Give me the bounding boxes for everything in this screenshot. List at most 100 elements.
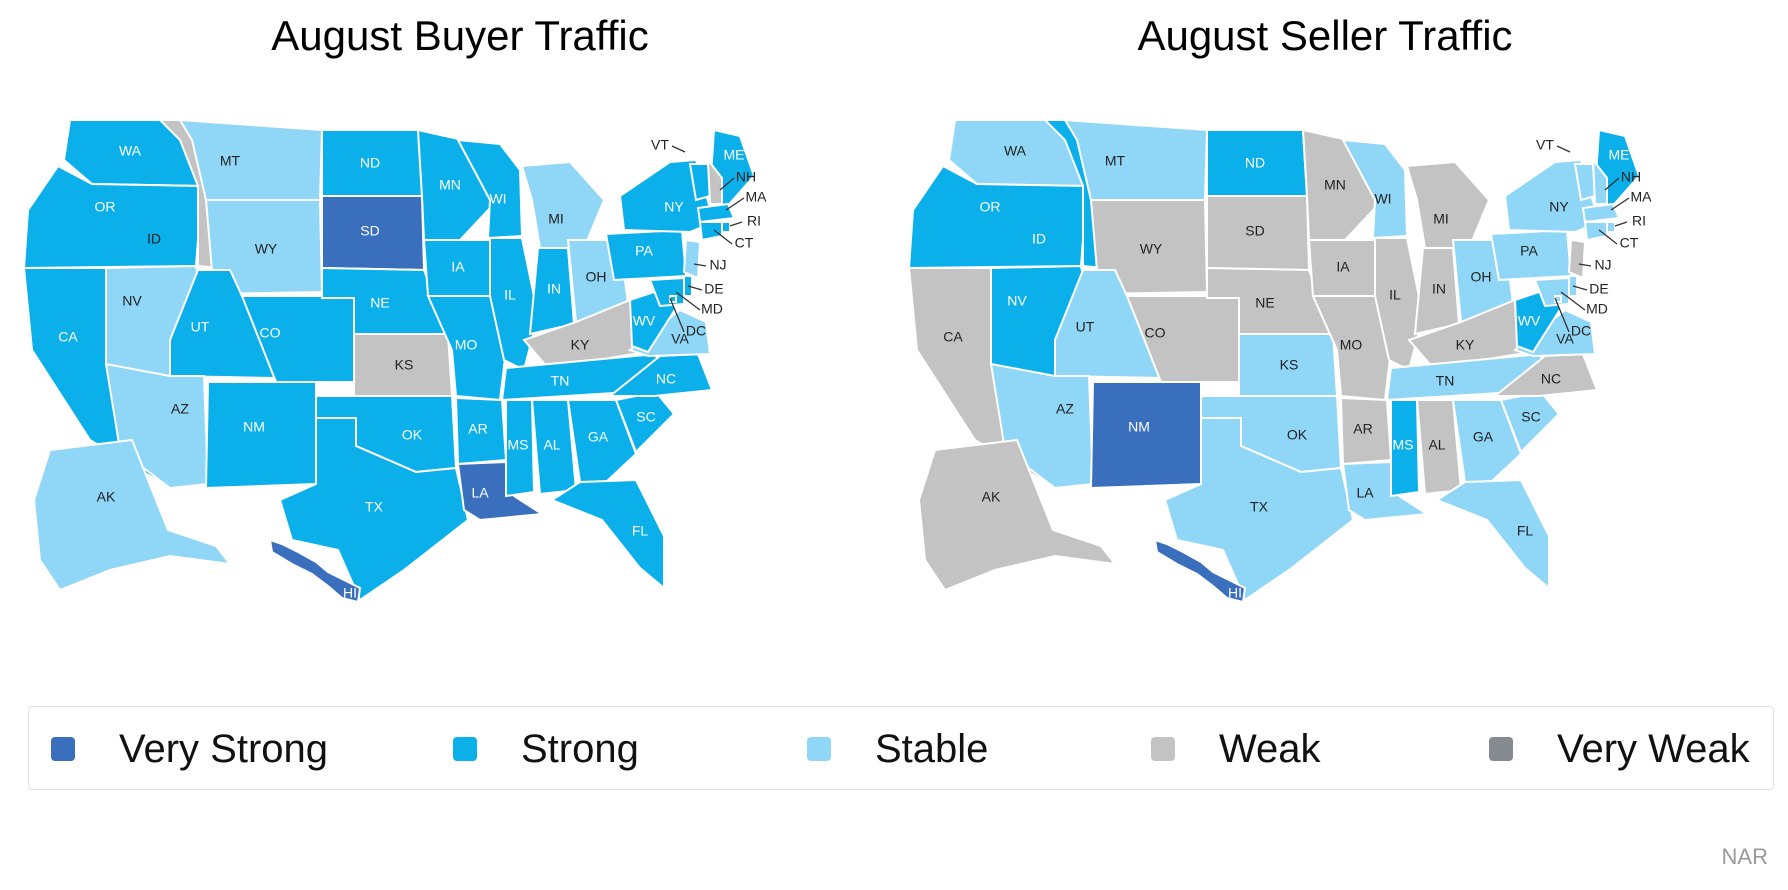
seller-map-state-ak xyxy=(917,438,1118,592)
buyer-map-callout-line-nh xyxy=(719,177,735,191)
buyer-map-label-ne: NE xyxy=(370,295,389,311)
seller-map-callout-line-ri xyxy=(1614,221,1628,227)
buyer-map-label-de: DE xyxy=(704,281,723,297)
buyer-map-label-ms: MS xyxy=(508,437,529,453)
seller-map-label-mi: MI xyxy=(1433,211,1449,227)
buyer-map-callout-line-ct xyxy=(713,229,733,245)
buyer-map-title: August Buyer Traffic xyxy=(271,12,649,59)
buyer-map-state-ms xyxy=(505,399,536,498)
legend-swatch-very-weak xyxy=(1489,737,1513,761)
buyer-map-label-mi: MI xyxy=(548,211,564,227)
legend: Very Strong Strong Stable Weak Very Weak xyxy=(28,706,1774,790)
seller-map-label-ks: KS xyxy=(1280,357,1299,373)
seller-map-label-ut: UT xyxy=(1076,319,1095,335)
buyer-map-label-nc: NC xyxy=(656,371,676,387)
seller-map-state-wi xyxy=(1341,138,1409,240)
seller-map-state-nc xyxy=(1492,352,1599,397)
buyer-map-label-ky: KY xyxy=(571,337,590,353)
buyer-map-label-fl: FL xyxy=(632,523,649,539)
seller-map-title: August Seller Traffic xyxy=(1137,12,1513,59)
seller-map-label-ak: AK xyxy=(982,489,1001,505)
seller-map-label-oh: OH xyxy=(1471,269,1492,285)
seller-map-label-nc: NC xyxy=(1541,371,1561,387)
buyer-map-label-tx: TX xyxy=(365,499,384,515)
buyer-map-label-ca: CA xyxy=(58,329,78,345)
seller-map-label-ny: NY xyxy=(1549,199,1569,215)
buyer-map-state-ma xyxy=(696,202,736,224)
seller-map-state-ct xyxy=(1583,221,1608,242)
seller-map-label-in: IN xyxy=(1432,281,1446,297)
buyer-map-state-nc xyxy=(607,352,714,397)
seller-map-label-ct: CT xyxy=(1620,235,1639,251)
buyer-map-state-ak xyxy=(32,438,233,592)
legend-item-very-strong: Very Strong xyxy=(51,707,328,791)
buyer-map-label-tn: TN xyxy=(551,373,570,389)
seller-map-label-ok: OK xyxy=(1287,427,1308,443)
seller-map-label-ia: IA xyxy=(1336,259,1350,275)
buyer-map-label-nj: NJ xyxy=(709,257,726,273)
buyer-map-label-sd: SD xyxy=(360,223,379,239)
seller-map-label-nd: ND xyxy=(1245,155,1265,171)
seller-map-label-sc: SC xyxy=(1521,409,1540,425)
seller-map-label-ca: CA xyxy=(943,329,963,345)
buyer-map-label-oh: OH xyxy=(586,269,607,285)
buyer-map-state-tx xyxy=(278,417,470,602)
seller-map-label-me: ME xyxy=(1609,147,1630,163)
buyer-map-label-ny: NY xyxy=(664,199,684,215)
legend-swatch-weak xyxy=(1151,737,1175,761)
legend-swatch-stable xyxy=(807,737,831,761)
buyer-map-state-ct xyxy=(698,221,723,242)
seller-map-label-sd: SD xyxy=(1245,223,1264,239)
seller-map-label-de: DE xyxy=(1589,281,1608,297)
seller-map-label-or: OR xyxy=(980,199,1001,215)
buyer-map-callout-line-ma xyxy=(725,197,745,211)
legend-item-very-weak: Very Weak xyxy=(1489,707,1750,791)
buyer-map-label-ct: CT xyxy=(735,235,754,251)
seller-map-label-al: AL xyxy=(1428,437,1445,453)
seller-map-callout-line-nh xyxy=(1604,177,1620,191)
legend-label-stable: Stable xyxy=(875,726,989,771)
seller-map-label-ar: AR xyxy=(1353,421,1372,437)
buyer-map-label-dc: DC xyxy=(686,323,706,339)
seller-map-label-pa: PA xyxy=(1520,243,1538,259)
buyer-traffic-map: WA OR CA ID NV MT WY UT AZ CO NM ND SD NE KS OK TX MN IA MO… xyxy=(22,118,768,604)
buyer-map-state-fl xyxy=(549,478,665,591)
legend-label-weak: Weak xyxy=(1219,726,1321,771)
legend-swatch-very-strong xyxy=(51,737,75,761)
seller-map-callout-line-de xyxy=(1572,285,1588,291)
buyer-map-label-in: IN xyxy=(547,281,561,297)
seller-map-state-ms xyxy=(1390,399,1421,498)
buyer-map-label-nh: NH xyxy=(736,169,756,185)
buyer-map-label-or: OR xyxy=(95,199,116,215)
seller-traffic-map: WA OR CA ID NV MT WY UT AZ CO NM ND SD NE KS OK TX MN IA MO… xyxy=(907,118,1652,604)
seller-map-callout-line-ma xyxy=(1610,197,1630,211)
buyer-map-callout-line-ri xyxy=(729,221,743,227)
seller-map-label-nm: NM xyxy=(1128,419,1150,435)
buyer-map-label-il: IL xyxy=(504,287,516,303)
buyer-map-label-wv: WV xyxy=(633,313,656,329)
buyer-map-label-nm: NM xyxy=(243,419,265,435)
seller-map-state-hi xyxy=(1153,538,1247,604)
seller-map-state-fl xyxy=(1434,478,1550,591)
buyer-map-label-sc: SC xyxy=(636,409,655,425)
seller-map-label-id: ID xyxy=(1032,231,1046,247)
seller-map-label-wv: WV xyxy=(1518,313,1541,329)
legend-item-stable: Stable xyxy=(807,707,988,791)
buyer-map-callout-line-md xyxy=(675,291,701,311)
seller-map-label-az: AZ xyxy=(1056,401,1074,417)
buyer-map-label-ma: MA xyxy=(746,189,768,205)
seller-map-label-mn: MN xyxy=(1324,177,1346,193)
buyer-map-state-ri xyxy=(721,221,731,233)
seller-map-callout-line-nj xyxy=(1578,263,1592,267)
buyer-map-label-wa: WA xyxy=(119,143,142,159)
buyer-map-label-id: ID xyxy=(147,231,161,247)
buyer-map-state-ga xyxy=(566,399,638,483)
seller-map-label-ne: NE xyxy=(1255,295,1274,311)
seller-map-label-mo: MO xyxy=(1340,337,1363,353)
seller-map-label-fl: FL xyxy=(1517,523,1534,539)
seller-map-label-va: VA xyxy=(1556,331,1574,347)
seller-map-label-co: CO xyxy=(1145,325,1166,341)
buyer-map-label-co: CO xyxy=(260,325,281,341)
buyer-map-callout-line-nj xyxy=(693,263,707,267)
buyer-map-state-hi xyxy=(268,538,362,604)
